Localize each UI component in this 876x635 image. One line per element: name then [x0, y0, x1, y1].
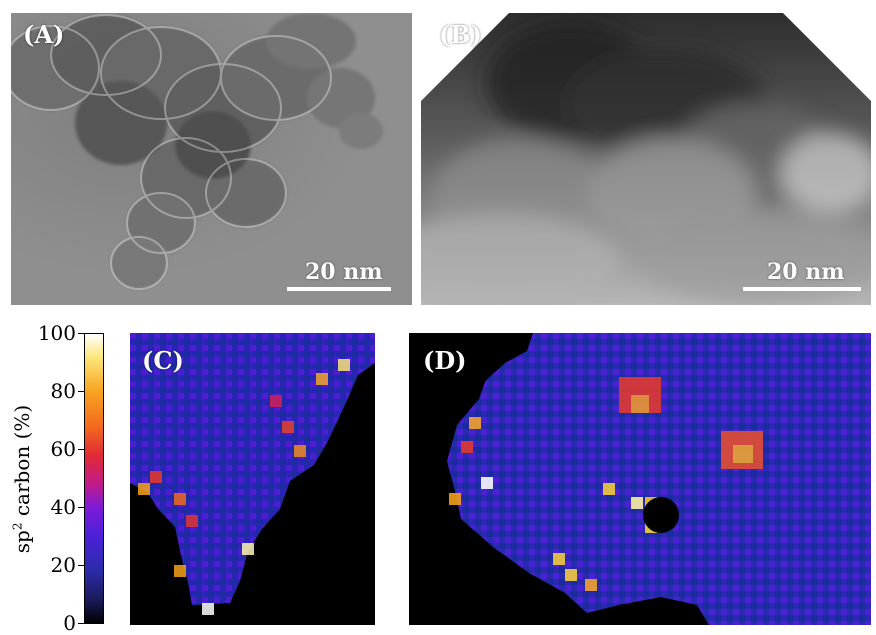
colorbar-tick-80 — [78, 391, 84, 392]
panel-c: (C) — [130, 333, 375, 625]
panel-b: (B) 20 nm — [421, 13, 871, 305]
colorbar-axis-label-prefix: sp — [10, 530, 34, 554]
panel-label-b: (B) — [439, 20, 482, 49]
colorbar-label-0: 0 — [63, 611, 76, 635]
map-image-c — [130, 333, 375, 625]
colorbar-axis-label-suffix: carbon (%) — [10, 404, 34, 523]
map-image-d — [409, 333, 871, 625]
colorbar-label-20: 20 — [50, 553, 76, 577]
scale-bar-label-a: 20 nm — [305, 259, 383, 285]
colorbar-label-100: 100 — [37, 321, 76, 345]
colorbar-axis-label: sp2 carbon (%) — [10, 405, 34, 553]
colorbar: 100 80 60 40 20 0 — [38, 323, 104, 633]
colorbar-axis-label-superscript: 2 — [10, 522, 25, 531]
colorbar-label-40: 40 — [50, 495, 76, 519]
colorbar-gradient — [84, 333, 104, 624]
colorbar-tick-60 — [78, 449, 84, 450]
scale-bar-b — [743, 287, 861, 291]
colorbar-tick-20 — [78, 565, 84, 566]
colorbar-label-80: 80 — [50, 379, 76, 403]
tem-image-b — [421, 13, 871, 305]
panel-label-c: (C) — [142, 346, 184, 375]
colorbar-tick-40 — [78, 507, 84, 508]
panel-label-a: (A) — [23, 20, 65, 49]
scale-bar-a — [287, 287, 391, 291]
panel-label-d: (D) — [423, 346, 467, 375]
panel-d: (D) — [409, 333, 871, 625]
colorbar-tick-100 — [78, 333, 84, 334]
panel-a: (A) 20 nm — [11, 13, 412, 305]
colorbar-label-60: 60 — [50, 437, 76, 461]
scale-bar-label-b: 20 nm — [767, 259, 845, 285]
colorbar-tick-0 — [78, 623, 84, 624]
tem-image-a — [11, 13, 412, 305]
